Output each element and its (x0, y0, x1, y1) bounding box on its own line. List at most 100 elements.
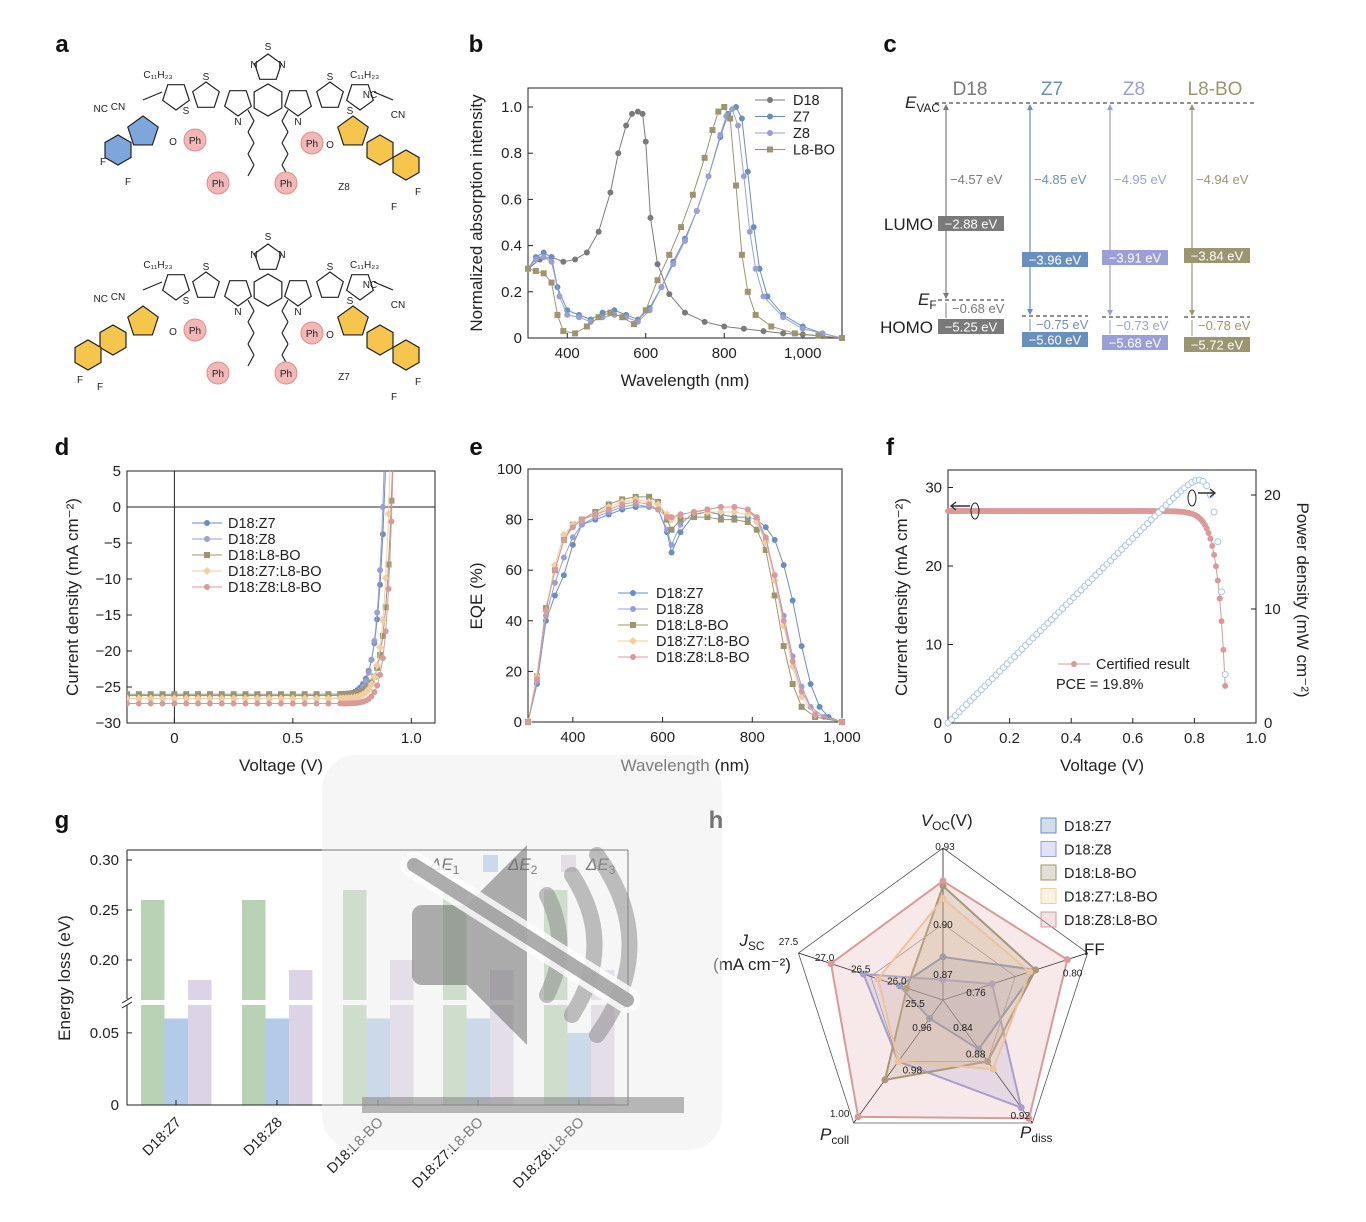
data-point (368, 656, 375, 663)
legend-swatch (1040, 864, 1057, 881)
data-point (677, 516, 684, 523)
data-point (560, 554, 567, 561)
muted-media-overlay[interactable] (322, 755, 722, 1150)
data-point (670, 261, 677, 268)
panel-label-a: a (55, 31, 69, 58)
material-label-Z8: Z8 (1123, 79, 1145, 100)
data-point (266, 691, 273, 698)
x-tick-label: 600 (650, 729, 675, 746)
data-point (127, 700, 130, 707)
radar-point (859, 970, 867, 978)
radar-point (1017, 1104, 1025, 1112)
panel-label-h: h (709, 807, 724, 834)
y-tick-label: 0 (113, 499, 121, 516)
plot-frame (947, 469, 1257, 724)
data-point (532, 268, 539, 275)
ring (345, 274, 375, 301)
panel-label-e: e (469, 434, 482, 461)
data-point (325, 700, 332, 707)
axis-title-voc: VOC (921, 811, 951, 833)
data-point (525, 265, 531, 272)
data-point (253, 694, 262, 703)
data-point (171, 691, 178, 698)
o-atom: O (169, 137, 177, 148)
data-point (384, 509, 393, 518)
power-point (1218, 588, 1226, 596)
lumo-label: LUMO (884, 215, 933, 234)
data-point (147, 691, 154, 698)
data-point (780, 643, 787, 650)
data-point (668, 526, 675, 533)
radar-point (939, 877, 947, 885)
radar-series-D18:Z8:L8-BO (829, 879, 1069, 1120)
ring (161, 274, 191, 301)
data-point (780, 617, 787, 624)
radar-tick-label: 1.00 (830, 1109, 850, 1120)
data-point (182, 694, 191, 703)
data-point (746, 228, 753, 235)
o-atom: O (169, 327, 177, 338)
data-point (709, 127, 716, 134)
radar-point (874, 975, 882, 983)
legend-label: L8-BO (793, 143, 835, 159)
data-point (780, 314, 787, 321)
legend-marker (630, 654, 636, 660)
molecule-name: Z7 (338, 372, 350, 383)
data-point (690, 509, 697, 516)
phenyl-sphere (300, 321, 324, 345)
alkyl-chain-label: C₁₁H₂₃ (143, 260, 172, 271)
data-point (377, 567, 384, 574)
data-point (159, 691, 166, 698)
data-point (367, 680, 376, 689)
jv-point (1222, 682, 1229, 689)
axis-unit-voc: (V) (950, 811, 973, 830)
ring (283, 90, 313, 117)
ring (161, 84, 191, 111)
legend-label: D18:Z8:L8-BO (656, 650, 750, 666)
plot-frame (126, 849, 629, 1106)
nc-label: NC (363, 90, 377, 101)
jv-point (1216, 595, 1223, 602)
data-point (365, 669, 372, 676)
data-point (705, 173, 712, 180)
data-point (744, 506, 751, 513)
data-point (743, 510, 752, 519)
radar-tick-label: 0.93 (935, 842, 955, 853)
work-function-value: −4.95 eV (1114, 172, 1167, 187)
data-point (377, 671, 384, 678)
data-point (812, 711, 819, 718)
data-point (646, 493, 653, 500)
y-tick-label: 20 (505, 663, 522, 680)
cn-label: CN (391, 300, 405, 311)
data-point (733, 182, 740, 189)
data-point (572, 256, 579, 263)
bond (281, 131, 289, 144)
data-point (655, 506, 662, 513)
data-point (729, 106, 736, 113)
data-point (379, 654, 386, 661)
category-label: D18:Z7 (140, 1115, 185, 1160)
data-point (254, 691, 261, 698)
data-point (254, 700, 261, 707)
radar-point (988, 980, 996, 988)
data-point (799, 325, 806, 332)
data-point (376, 643, 385, 652)
jv-point (1211, 551, 1218, 558)
y-tick-label: 1.0 (501, 99, 522, 116)
legend-label: Z8 (793, 126, 810, 142)
nc-label: NC (94, 294, 108, 305)
lumo-box (1102, 250, 1168, 265)
data-point (753, 514, 760, 521)
axis-title-ff: FF (1084, 940, 1105, 959)
ring (392, 149, 420, 181)
y-tick-label: 20 (925, 558, 942, 575)
data-point (146, 694, 155, 703)
bond (247, 120, 255, 133)
radar-tick-label: 0.80 (1063, 968, 1083, 979)
data-point (385, 585, 392, 592)
data-point (721, 104, 728, 110)
o-atom: O (326, 330, 334, 341)
data-point (816, 703, 823, 710)
bond (281, 343, 289, 356)
ring (191, 81, 221, 108)
